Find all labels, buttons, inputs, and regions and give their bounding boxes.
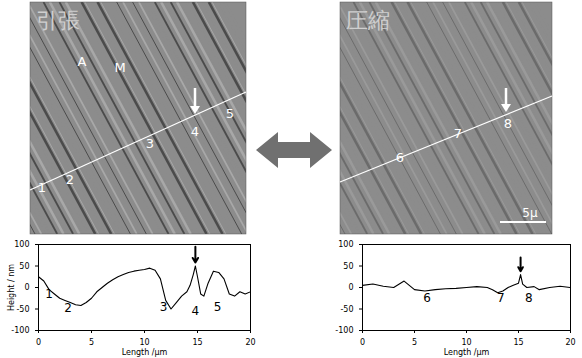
svg-text:50: 50 [19, 262, 29, 271]
svg-text:6: 6 [423, 291, 431, 305]
svg-text:5: 5 [412, 338, 417, 347]
svg-text:0: 0 [36, 338, 41, 347]
svg-text:20: 20 [245, 338, 255, 347]
svg-text:100: 100 [338, 240, 353, 249]
svg-text:3: 3 [160, 300, 168, 314]
svg-text:0: 0 [348, 283, 353, 292]
svg-text:2: 2 [64, 301, 72, 315]
svg-text:Length /μm: Length /μm [122, 348, 168, 357]
svg-text:0: 0 [360, 338, 365, 347]
svg-text:6: 6 [396, 150, 404, 165]
svg-text:4: 4 [191, 124, 199, 139]
svg-text:-100: -100 [11, 326, 29, 335]
svg-text:A: A [78, 54, 87, 69]
svg-text:-100: -100 [335, 326, 353, 335]
svg-text:8: 8 [525, 291, 533, 305]
svg-text:15: 15 [513, 338, 523, 347]
svg-text:10: 10 [461, 338, 471, 347]
svg-text:0: 0 [24, 283, 29, 292]
svg-text:7: 7 [454, 126, 462, 141]
svg-text:15: 15 [192, 338, 202, 347]
svg-text:Height / nm: Height / nm [7, 264, 16, 311]
svg-text:7: 7 [497, 291, 505, 305]
svg-text:圧縮: 圧縮 [346, 8, 390, 33]
svg-text:20: 20 [565, 338, 575, 347]
svg-text:3: 3 [146, 136, 154, 151]
svg-text:1: 1 [45, 287, 53, 301]
svg-text:Length /μm: Length /μm [444, 348, 490, 357]
svg-text:5: 5 [214, 300, 222, 314]
svg-text:-50: -50 [16, 305, 29, 314]
svg-text:引張: 引張 [36, 8, 80, 33]
svg-text:8: 8 [504, 116, 512, 131]
svg-text:M: M [114, 60, 125, 75]
svg-text:50: 50 [343, 262, 353, 271]
svg-text:100: 100 [14, 240, 29, 249]
svg-text:-50: -50 [340, 305, 353, 314]
svg-text:4: 4 [192, 304, 200, 318]
svg-text:5μ: 5μ [522, 206, 538, 220]
svg-text:5: 5 [89, 338, 94, 347]
svg-text:2: 2 [66, 172, 74, 187]
svg-text:10: 10 [139, 338, 149, 347]
svg-text:5: 5 [226, 106, 234, 121]
svg-text:1: 1 [38, 180, 46, 195]
